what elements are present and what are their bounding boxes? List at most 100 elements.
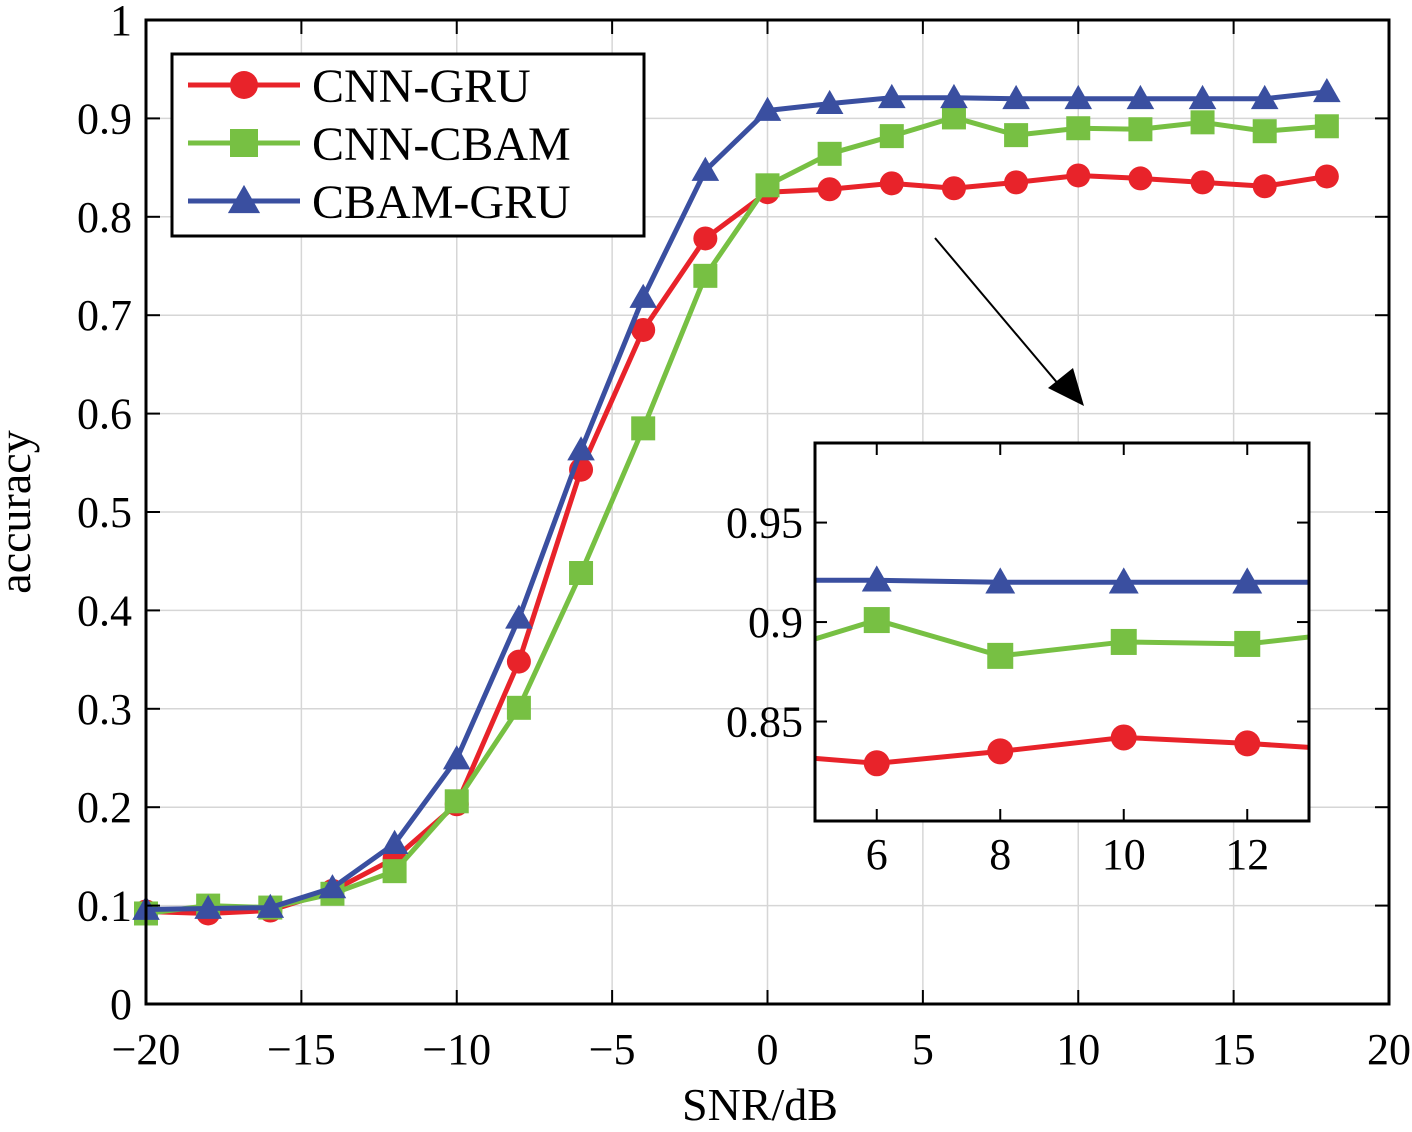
legend-label-cbam-gru: CBAM-GRU — [312, 176, 571, 229]
inset-cnn-gru-point — [987, 738, 1014, 765]
y-tick-label: 0 — [110, 980, 132, 1029]
y-tick-labels: 0 0.1 0.2 0.3 0.4 0.5 0.6 0.7 0.8 0.9 1 — [77, 0, 132, 1029]
y-tick-label: 0.7 — [77, 291, 132, 340]
main-ticks — [145, 19, 1390, 1005]
inset-x-tick-label: 10 — [1102, 830, 1146, 879]
inset-x-tick-label: 8 — [989, 830, 1011, 879]
x-tick-label: 5 — [912, 1025, 934, 1074]
cbam-gru-point — [940, 83, 968, 109]
inset-y-tick-label: 0.9 — [748, 598, 803, 647]
cbam-gru-point — [1126, 84, 1155, 110]
legend-marker-cnn-gru — [230, 71, 258, 99]
inset-background — [815, 443, 1309, 821]
cnn-gru-point — [1190, 170, 1215, 195]
cbam-gru-point — [1250, 84, 1279, 110]
cbam-gru-line — [145, 89, 1328, 913]
cbam-gru-point — [815, 89, 844, 114]
cnn-cbam-point — [1128, 117, 1153, 142]
cnn-cbam-point — [817, 141, 842, 166]
cnn-gru-point — [1314, 164, 1339, 189]
legend-marker-cbam-gru — [227, 184, 261, 214]
cbam-gru-point — [691, 156, 720, 181]
x-axis-title: SNR/dB — [682, 1079, 838, 1127]
inset-ticks — [815, 443, 1309, 821]
y-axis-title: accuracy — [0, 430, 40, 593]
cbam-gru-point — [567, 436, 595, 461]
cnn-cbam-point — [1190, 110, 1215, 135]
cbam-gru-point — [753, 96, 782, 121]
inset-x-tick-label: 12 — [1225, 830, 1269, 879]
legend-entry-cbam-gru: CBAM-GRU — [188, 176, 571, 229]
legend-entry-cnn-gru: CNN-GRU — [188, 60, 531, 113]
inset-plot-area — [815, 565, 1309, 777]
inset-cnn-gru-point — [863, 750, 890, 777]
x-tick-label: −15 — [267, 1025, 336, 1074]
inset-cbam-gru-point — [1232, 567, 1263, 594]
cnn-cbam-point — [444, 789, 469, 814]
cnn-gru-point — [941, 176, 966, 201]
cnn-gru-point — [631, 317, 656, 342]
cbam-gru-point — [629, 283, 657, 308]
inset-cnn-gru-point — [1234, 730, 1261, 757]
x-tick-label: −5 — [589, 1025, 636, 1074]
inset-cbam-gru-point — [1108, 567, 1139, 594]
inset-cnn-cbam-point — [1110, 628, 1137, 655]
inset-series-cnn-gru — [815, 724, 1309, 777]
cbam-gru-point — [256, 893, 285, 918]
x-tick-label: 15 — [1212, 1025, 1256, 1074]
main-series-group — [132, 78, 1341, 926]
inset-cnn-cbam-line — [815, 617, 1309, 659]
inset-cbam-gru-point — [985, 567, 1016, 594]
cnn-cbam-point — [1066, 116, 1091, 141]
inset-y-tick-label: 0.95 — [726, 499, 803, 548]
cbam-gru-point — [1002, 84, 1030, 110]
cnn-gru-point — [506, 649, 531, 674]
legend-label-cnn-gru: CNN-GRU — [312, 60, 531, 113]
cnn-cbam-point — [1252, 119, 1277, 144]
cnn-gru-point — [1252, 174, 1277, 199]
inset-cbam-gru-line — [815, 577, 1309, 585]
cbam-gru-point — [194, 894, 222, 919]
y-tick-label: 0.4 — [77, 586, 132, 635]
cnn-cbam-point — [755, 173, 780, 198]
series-cbam-gru — [132, 78, 1341, 920]
legend-label-cnn-cbam: CNN-CBAM — [312, 118, 571, 171]
cbam-gru-point — [878, 83, 906, 109]
cbam-gru-point — [1313, 78, 1341, 103]
cbam-gru-point — [1188, 84, 1217, 110]
y-tick-label: 0.5 — [77, 488, 132, 537]
cnn-cbam-point — [382, 859, 407, 884]
y-tick-label: 0.9 — [77, 94, 132, 143]
inset-series-group — [815, 565, 1309, 777]
cnn-gru-point — [879, 171, 904, 196]
inset-cnn-gru-point — [1110, 724, 1137, 751]
zoom-arrow-head — [1048, 368, 1084, 406]
cnn-cbam-point — [941, 105, 966, 130]
inset-series-cbam-gru — [815, 565, 1309, 594]
inset-zoom: 6 8 10 12 0.85 0.9 0.95 — [726, 441, 1311, 879]
inset-y-tick-label: 0.85 — [726, 698, 803, 747]
cbam-gru-point — [505, 604, 533, 629]
cnn-gru-point — [1066, 163, 1091, 188]
x-tick-label: 20 — [1367, 1025, 1411, 1074]
inset-cnn-cbam-point — [1234, 630, 1261, 657]
y-tick-label: 0.8 — [77, 193, 132, 242]
cnn-gru-point — [817, 177, 842, 202]
x-tick-labels: −20 −15 −10 −5 0 5 10 15 20 — [112, 1025, 1411, 1074]
y-tick-label: 1 — [110, 0, 132, 45]
inset-frame — [813, 441, 1311, 823]
inset-labels: 6 8 10 12 0.85 0.9 0.95 — [726, 499, 1269, 879]
inset-series-cnn-cbam — [815, 607, 1309, 669]
inset-cnn-cbam-point — [987, 642, 1014, 669]
cnn-cbam-point — [506, 695, 531, 720]
inset-cnn-cbam-point — [863, 607, 890, 634]
x-tick-label: −10 — [422, 1025, 491, 1074]
y-tick-label: 0.2 — [77, 783, 132, 832]
inset-cnn-gru-line — [815, 734, 1309, 766]
cbam-gru-point — [318, 874, 347, 899]
x-tick-label: 10 — [1056, 1025, 1100, 1074]
x-tick-label: 0 — [757, 1025, 779, 1074]
cnn-cbam-point — [1314, 114, 1339, 139]
